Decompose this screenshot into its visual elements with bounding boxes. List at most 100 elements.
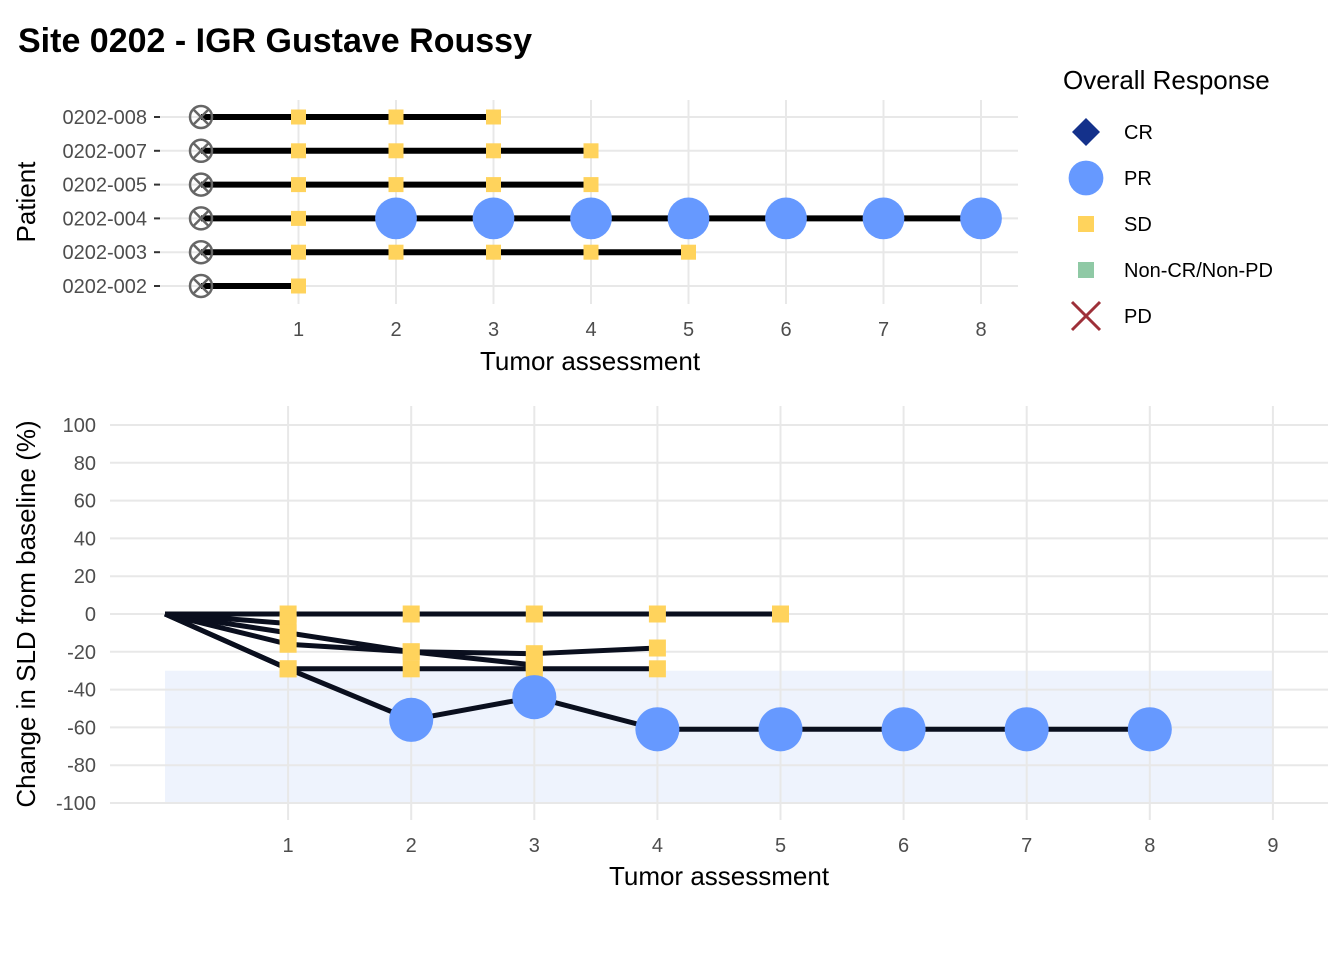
spider-x-ticks: 1 2 3 4 5 6 7 8 9	[283, 835, 1279, 857]
baseline-marker-circle	[188, 206, 214, 231]
baseline-marker-cross	[192, 108, 210, 126]
swimmer-x-tick-label: 5	[683, 319, 694, 341]
baseline-marker-cross	[192, 175, 210, 194]
legend-marker	[1078, 262, 1094, 278]
swimmer-marker-sd	[681, 244, 696, 260]
swimmer-y-tick-label: 0202-005	[62, 175, 147, 197]
baseline-marker-cross	[192, 277, 210, 295]
swimmer-y-tick-label: 0202-004	[62, 208, 147, 230]
spider-y-tick-label: 100	[63, 415, 96, 437]
legend-marker	[1070, 300, 1102, 332]
baseline-marker-circle	[188, 138, 214, 164]
spider-y-tick-label: -60	[67, 717, 96, 739]
spider-line-0202-008	[164, 611, 535, 668]
swimmer-marker-sd	[486, 177, 501, 193]
legend-marker	[1068, 160, 1104, 196]
swimmer-markers	[188, 104, 1002, 299]
spider-x-tick-label: 6	[898, 835, 909, 857]
spider-y-tick-label: -40	[67, 680, 96, 702]
legend-label: PR	[1124, 168, 1152, 190]
spider-y-tick-label: -100	[56, 793, 96, 815]
spider-x-tick-label: 4	[652, 835, 663, 857]
swimmer-marker-sd	[486, 244, 501, 260]
spider-marker-sd	[772, 605, 789, 623]
spider-marker-sd	[648, 639, 666, 657]
swimmer-marker-sd	[388, 109, 404, 125]
spider-x-tick-label: 5	[775, 835, 786, 857]
swimmer-marker-pr	[765, 197, 807, 240]
swimmer-marker-pr	[375, 197, 417, 240]
swimmer-marker-sd	[291, 244, 306, 260]
legend-label: SD	[1124, 214, 1152, 236]
swimmer-x-tick-label: 3	[488, 319, 499, 341]
spider-y-tick-label: 80	[74, 453, 96, 475]
spider-plot: 1 2 3 4 5 6 7 8 9 100 80 60 40 20 0 -20 -40 -60 -80 -100 T…	[11, 406, 1328, 891]
legend-label: PD	[1124, 306, 1152, 328]
spider-x-tick-label: 9	[1267, 835, 1278, 857]
swimmer-y-axis-title: Patient	[11, 161, 41, 243]
page-title: Site 0202 - IGR Gustave Roussy	[18, 22, 532, 60]
swimmer-x-tick-label: 2	[390, 319, 401, 341]
legend-label: Non-CR/Non-PD	[1124, 260, 1273, 282]
spider-gridlines	[110, 406, 1328, 820]
swimmer-y-ticks: 0202-002 0202-003 0202-004 0202-005 0202-007…	[62, 107, 160, 298]
spider-marker-sd	[402, 643, 420, 661]
spider-y-tick-label: 0	[85, 604, 96, 626]
baseline-marker-circle	[188, 273, 214, 299]
swimmer-marker-sd	[486, 143, 501, 159]
spider-marker-pr	[635, 707, 680, 752]
spider-marker-pr	[1127, 707, 1172, 752]
legend-label: CR	[1124, 122, 1153, 144]
spider-marker-pr	[389, 697, 434, 742]
spider-marker-sd	[648, 605, 666, 623]
spider-markers	[279, 605, 1172, 752]
swimmer-marker-sd	[388, 244, 404, 260]
swimmer-marker-sd	[388, 143, 404, 159]
swimmer-x-axis-title: Tumor assessment	[480, 346, 701, 376]
spider-marker-sd	[402, 605, 420, 623]
swimmer-marker-pr	[960, 197, 1002, 240]
spider-y-tick-label: -80	[67, 755, 96, 777]
baseline-marker-cross	[192, 209, 210, 228]
swimmer-y-tick-label: 0202-002	[62, 276, 147, 298]
spider-x-axis-title: Tumor assessment	[609, 861, 830, 891]
legend-title: Overall Response	[1063, 65, 1270, 95]
swimmer-marker-pr	[667, 197, 710, 240]
spider-marker-sd	[525, 605, 543, 623]
baseline-marker-cross	[192, 141, 210, 160]
swimmer-marker-sd	[583, 244, 599, 260]
swimmer-marker-sd	[388, 177, 404, 193]
swimmer-marker-sd	[291, 143, 306, 159]
spider-marker-pr	[512, 675, 557, 720]
swimmer-x-tick-label: 8	[975, 319, 986, 341]
swimmer-marker-pr	[862, 197, 905, 240]
spider-marker-pr	[1004, 707, 1049, 752]
spider-x-tick-label: 1	[283, 835, 294, 857]
spider-marker-sd	[279, 660, 297, 678]
swimmer-marker-sd	[291, 278, 306, 294]
baseline-marker-cross	[192, 243, 210, 262]
swimmer-x-tick-label: 1	[293, 319, 304, 341]
swimmer-y-tick-label: 0202-007	[62, 141, 147, 163]
legend-marker	[1078, 216, 1094, 232]
legend-marker	[1072, 118, 1100, 146]
spider-x-tick-label: 2	[406, 835, 417, 857]
legend: Overall Response CR PR SD Non-CR/Non-PD PD	[1063, 65, 1273, 332]
swimmer-x-tick-label: 6	[780, 319, 791, 341]
swimmer-y-tick-label: 0202-003	[62, 242, 147, 264]
swimmer-marker-sd	[583, 143, 599, 159]
swimmer-marker-sd	[291, 109, 306, 125]
spider-marker-sd	[402, 660, 420, 678]
spider-x-tick-label: 7	[1021, 835, 1032, 857]
swimmer-x-tick-label: 7	[878, 319, 889, 341]
baseline-marker-circle	[188, 172, 214, 197]
swimmer-marker-sd	[291, 210, 306, 226]
baseline-marker-circle	[188, 104, 214, 130]
swimmer-marker-pr	[472, 197, 515, 240]
swimmer-marker-pr	[570, 197, 612, 240]
spider-y-tick-label: 20	[74, 566, 96, 588]
swimmer-x-tick-label: 4	[585, 319, 596, 341]
spider-marker-sd	[279, 635, 297, 653]
